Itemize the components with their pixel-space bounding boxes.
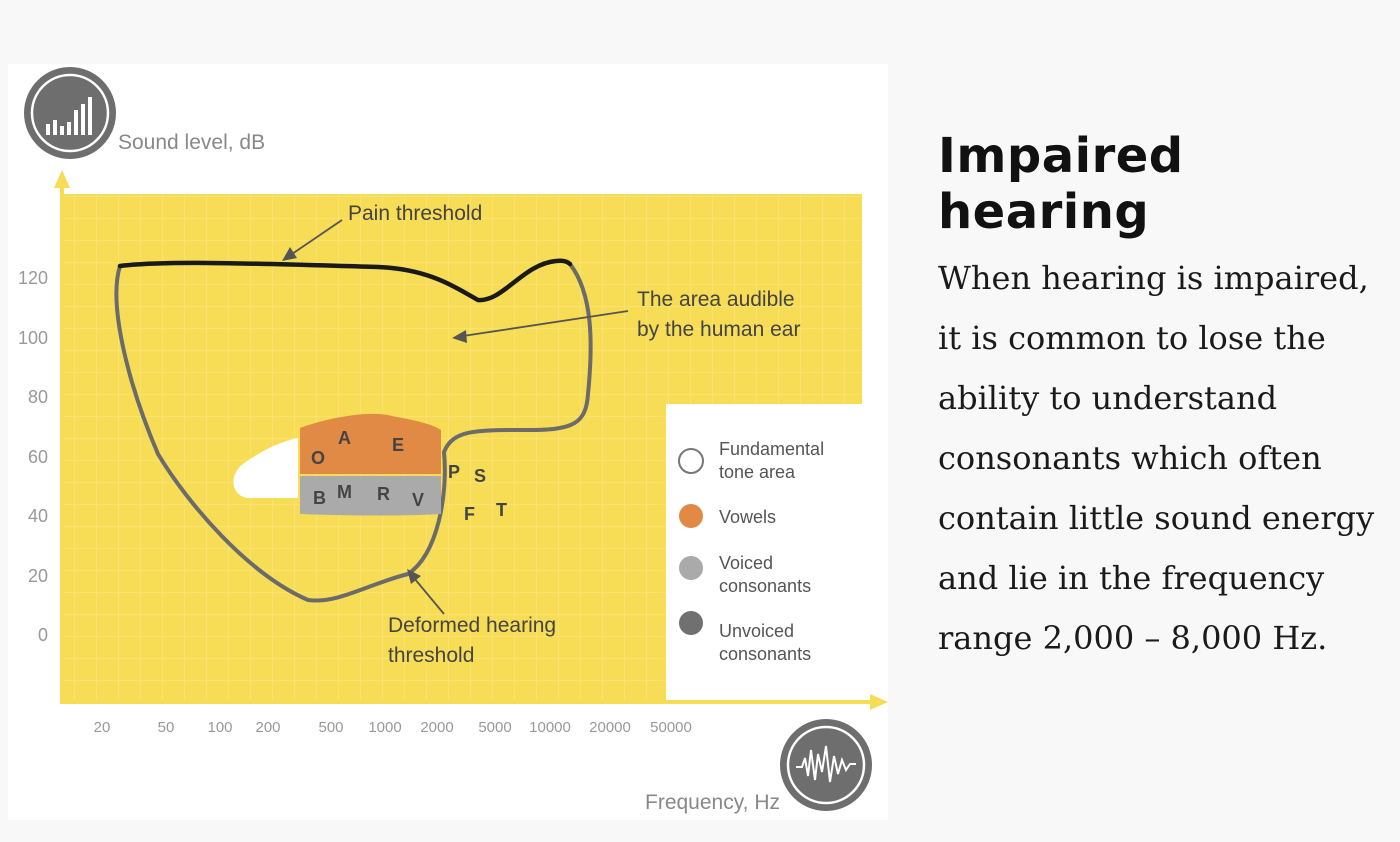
x-tick-label: 1000 [368, 719, 401, 736]
legend-label-line1: Voiced [719, 553, 773, 573]
legend-label-line1: Unvoiced [719, 621, 794, 641]
legend: Fundamental tone area Vowels Voiced cons… [666, 404, 862, 700]
y-tick-label: 0 [38, 625, 48, 645]
legend-swatch [679, 611, 703, 635]
vowel-letter: E [392, 435, 404, 455]
legend-swatch [679, 504, 703, 528]
voiced-letter: B [313, 488, 326, 508]
x-axis [62, 694, 888, 710]
y-tick-labels: 120 100 80 60 40 20 0 [18, 268, 48, 645]
x-tick-label: 500 [318, 719, 343, 736]
unvoiced-letter: S [474, 466, 486, 486]
legend-label-line2: consonants [719, 644, 811, 664]
legend-swatch [679, 556, 703, 580]
x-tick-label: 20000 [589, 719, 631, 736]
x-tick-labels: 20 50 100 200 500 1000 2000 5000 10000 2… [94, 719, 692, 736]
voiced-consonants-region [300, 476, 441, 516]
legend-label-line2: tone area [719, 462, 796, 482]
pain-threshold-label: Pain threshold [348, 202, 482, 225]
voiced-letter: R [377, 484, 390, 504]
diagram-canvas: 120 100 80 60 40 20 0 20 50 100 200 500 … [18, 67, 888, 814]
voiced-letter: M [337, 482, 352, 502]
bar-chart-icon [24, 67, 116, 159]
pain-threshold-curve [117, 258, 573, 303]
deformed-hearing-threshold-curve [114, 262, 593, 603]
legend-label-line1: Fundamental [719, 439, 824, 459]
deformed-threshold-label-line2: threshold [388, 644, 474, 667]
legend-label-line1: Vowels [719, 507, 776, 527]
audible-area-label-line1: The area audible [637, 288, 795, 311]
unvoiced-letter: P [448, 462, 460, 482]
pain-threshold-callout: Pain threshold [282, 202, 482, 261]
x-tick-label: 5000 [478, 719, 511, 736]
x-tick-label: 200 [255, 719, 280, 736]
legend-item-vowels: Vowels [679, 504, 776, 528]
vowel-letter: A [338, 428, 351, 448]
y-tick-label: 40 [28, 506, 48, 526]
x-tick-label: 100 [207, 719, 232, 736]
y-tick-label: 20 [28, 566, 48, 586]
x-tick-label: 10000 [529, 719, 571, 736]
sound-wave-icon [780, 719, 872, 811]
voiced-letter: V [412, 490, 424, 510]
legend-item-unvoiced: Unvoiced consonants [679, 611, 811, 664]
deformed-threshold-label-line1: Deformed hearing [388, 614, 556, 637]
fundamental-tone-region [233, 438, 298, 498]
article-title: Impaired hearing [938, 128, 1184, 240]
audible-area-label-line2: by the human ear [637, 318, 800, 341]
unvoiced-letter: T [496, 500, 507, 520]
y-tick-label: 100 [18, 328, 48, 348]
x-axis-title: Frequency, Hz [645, 791, 780, 814]
y-tick-label: 60 [28, 447, 48, 467]
audible-area-callout: The area audible by the human ear [452, 288, 800, 343]
vowels-region [300, 413, 441, 474]
legend-swatch [678, 448, 704, 474]
hearing-range-diagram: 120 100 80 60 40 20 0 20 50 100 200 500 … [8, 64, 888, 820]
article-panel: Impaired hearing When hearing is impaire… [938, 128, 1378, 668]
y-axis [54, 170, 70, 704]
x-tick-label: 20 [94, 719, 111, 736]
legend-item-fundamental: Fundamental tone area [678, 439, 824, 482]
deformed-threshold-callout: Deformed hearing threshold [388, 569, 556, 667]
y-tick-label: 120 [18, 268, 48, 288]
article-body: When hearing is impaired, it is common t… [938, 259, 1375, 657]
legend-item-voiced: Voiced consonants [679, 553, 811, 596]
y-axis-title: Sound level, dB [118, 131, 265, 154]
vowel-letter: O [311, 448, 325, 468]
x-tick-label: 2000 [420, 719, 453, 736]
x-tick-label: 50 [158, 719, 175, 736]
unvoiced-letter: F [464, 504, 475, 524]
legend-label-line2: consonants [719, 576, 811, 596]
y-tick-label: 80 [28, 387, 48, 407]
x-tick-label: 50000 [650, 719, 692, 736]
